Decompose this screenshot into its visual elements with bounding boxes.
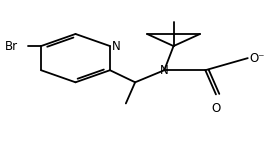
Text: O⁻: O⁻ [249, 52, 265, 65]
Text: N: N [112, 40, 121, 53]
Text: N: N [160, 64, 169, 77]
Text: Br: Br [5, 40, 18, 53]
Text: O: O [211, 102, 221, 115]
